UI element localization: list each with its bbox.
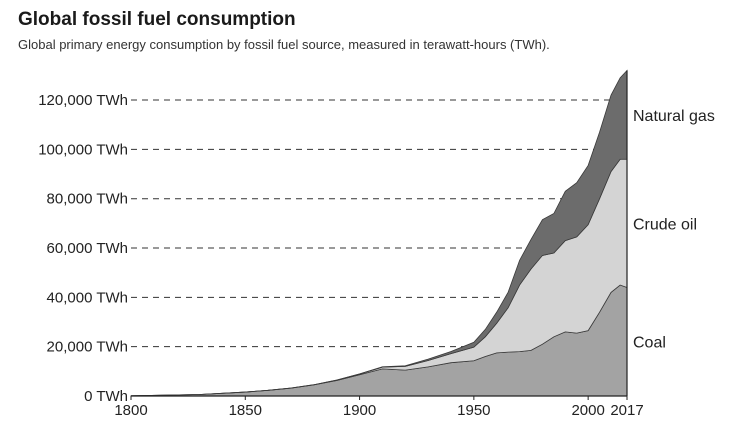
x-tick-label: 1850 [229, 402, 262, 419]
y-tick-label: 20,000 TWh [47, 339, 128, 356]
y-tick-label: 80,000 TWh [47, 191, 128, 208]
y-tick-label: 120,000 TWh [38, 92, 128, 109]
x-tick-label: 2017 [610, 402, 643, 419]
x-tick-label: 1900 [343, 402, 376, 419]
y-tick-label: 100,000 TWh [38, 141, 128, 158]
x-tick-label: 2000 [571, 402, 604, 419]
y-tick-label: 40,000 TWh [47, 289, 128, 306]
axis-layer: 0 TWh 20,000 TWh 40,000 TWh 60,000 TWh 80,00… [38, 70, 644, 419]
chart-title: Global fossil fuel consumption [18, 9, 296, 30]
series-label-natural-gas: Natural gas [633, 108, 715, 125]
chart-subtitle: Global primary energy consumption by fos… [18, 37, 550, 52]
series-label-crude-oil: Crude oil [633, 216, 697, 233]
y-tick-label: 0 TWh [84, 388, 128, 405]
series-label-coal: Coal [633, 335, 666, 352]
x-tick-label: 1950 [457, 402, 490, 419]
grid-layer [131, 99, 627, 348]
series-label-layer: Coal Crude oil Natural gas [633, 108, 715, 352]
x-tick-label: 1800 [114, 402, 147, 419]
y-tick-label: 60,000 TWh [47, 240, 128, 257]
